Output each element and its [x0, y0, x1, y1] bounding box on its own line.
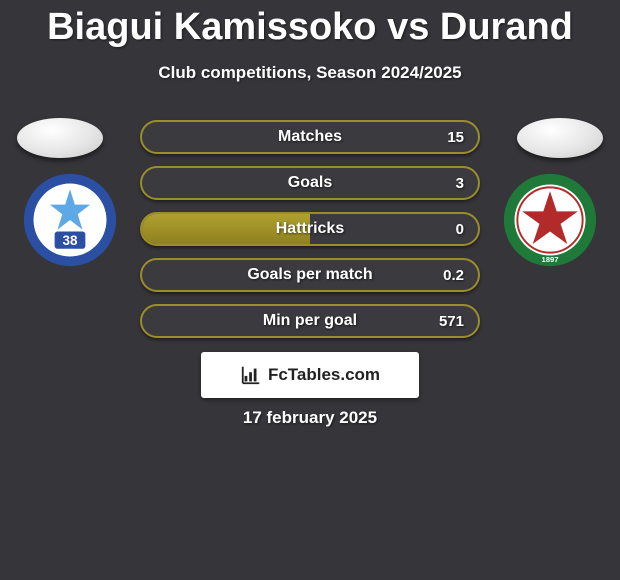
stat-row: Goals3 — [140, 166, 480, 200]
stat-row: Min per goal571 — [140, 304, 480, 338]
player-avatar-left — [17, 118, 103, 158]
redstar-badge-icon: 1897 — [502, 172, 598, 268]
stat-row: Goals per match0.2 — [140, 258, 480, 292]
stat-value-right: 3 — [456, 168, 464, 198]
stat-value-right: 0 — [456, 214, 464, 244]
stat-label: Min per goal — [142, 312, 478, 330]
svg-text:38: 38 — [63, 233, 78, 248]
page-title: Biagui Kamissoko vs Durand — [0, 0, 620, 49]
player-avatar-right — [517, 118, 603, 158]
brand-label: FcTables.com — [268, 365, 380, 385]
stat-value-right: 15 — [447, 122, 464, 152]
stat-value-right: 571 — [439, 306, 464, 336]
stat-label: Matches — [142, 128, 478, 146]
club-badge-left: 38 — [22, 172, 118, 268]
stat-value-right: 0.2 — [443, 260, 464, 290]
stat-label: Hattricks — [142, 220, 478, 238]
stat-row: Hattricks0 — [140, 212, 480, 246]
stat-label: Goals per match — [142, 266, 478, 284]
brand-badge: FcTables.com — [201, 352, 419, 398]
barchart-icon — [240, 364, 262, 386]
stat-row: Matches15 — [140, 120, 480, 154]
grenoble-badge-icon: 38 — [22, 172, 118, 268]
stat-label: Goals — [142, 174, 478, 192]
club-badge-right: 1897 — [502, 172, 598, 268]
date-label: 17 february 2025 — [0, 408, 620, 428]
stats-column: Matches15 Goals3 Hattricks0 Goals per match… — [140, 120, 480, 350]
subtitle: Club competitions, Season 2024/2025 — [0, 63, 620, 83]
svg-text:1897: 1897 — [541, 255, 558, 264]
